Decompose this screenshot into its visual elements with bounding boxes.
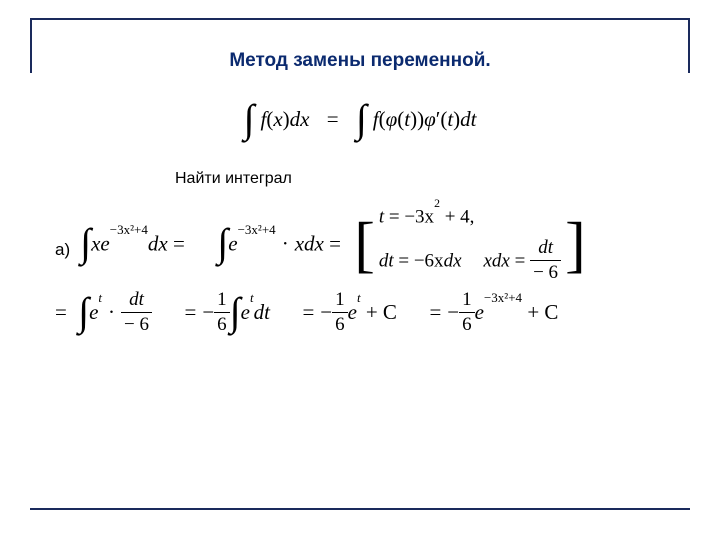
dot: · xyxy=(282,232,289,256)
frac-den: − 6 xyxy=(121,313,152,337)
equals: = xyxy=(398,251,409,272)
e: e xyxy=(241,300,250,324)
minus: − xyxy=(320,300,332,324)
equals: = xyxy=(55,300,67,324)
integral-sign: ∫ xyxy=(356,95,367,142)
dx: dx xyxy=(290,107,310,131)
integral-sign: ∫ xyxy=(217,219,228,266)
e: e xyxy=(100,232,109,256)
phi: φ xyxy=(386,107,398,131)
main-formula: ∫f(x)dx = ∫f(φ(t))φ′(t)dt xyxy=(0,98,720,145)
equals: = xyxy=(515,251,526,272)
xdx: xdx xyxy=(484,251,510,272)
dt: dt xyxy=(460,107,476,131)
integral-sign: ∫ xyxy=(244,95,255,142)
plusC: + C xyxy=(527,300,558,324)
integral-sign: ∫ xyxy=(80,219,91,266)
frac-num: 1 xyxy=(332,288,348,313)
t: t xyxy=(250,290,254,305)
e: e xyxy=(228,232,237,256)
dx: dx xyxy=(304,232,324,256)
frac-den: − 6 xyxy=(530,261,561,285)
label-a: а) xyxy=(55,240,70,260)
example-row-1: а) ∫xe−3x²+4dx = ∫e−3x²+4·xdx = [ t = −3… xyxy=(55,205,690,287)
t: t xyxy=(98,290,102,305)
equals: = xyxy=(429,300,441,324)
equals: = xyxy=(184,300,196,324)
minus: − xyxy=(202,300,214,324)
sq: 2 xyxy=(434,197,440,210)
x: x xyxy=(295,232,304,256)
e: e xyxy=(475,300,484,324)
exponent: −3x²+4 xyxy=(110,222,148,237)
t: t xyxy=(379,206,384,227)
frac-num: dt xyxy=(121,288,152,313)
frac-num: 1 xyxy=(214,288,230,313)
exponent: −3x²+4 xyxy=(238,222,276,237)
frac-den: 6 xyxy=(459,313,475,337)
dt: dt xyxy=(379,251,394,272)
neg6x: −6x xyxy=(414,251,444,272)
e: e xyxy=(89,300,98,324)
frac-num: dt xyxy=(530,236,561,261)
phi: φ xyxy=(424,107,436,131)
example-row-2: = ∫et·dt− 6 =−16∫etdt =−16et + C =−16e−3… xyxy=(55,290,690,339)
x: x xyxy=(273,107,282,131)
frac-num: 1 xyxy=(459,288,475,313)
plusC: + C xyxy=(366,300,397,324)
equals: = xyxy=(173,232,185,256)
t: t xyxy=(357,290,361,305)
equals: = xyxy=(327,107,339,131)
substitution-bracket: [ t = −3x2 + 4, dt = −6xdxxdx = dt− 6 ] xyxy=(354,205,586,287)
dx: dx xyxy=(148,232,168,256)
plus4: + 4, xyxy=(445,206,475,227)
e: e xyxy=(348,300,357,324)
slide-frame-bottom xyxy=(30,508,690,510)
equals: = xyxy=(329,232,341,256)
dot: · xyxy=(108,300,115,324)
dx: dx xyxy=(444,251,462,272)
equals: = xyxy=(389,206,400,227)
slide-title: Метод замены переменной. xyxy=(0,50,720,72)
exponent: −3x²+4 xyxy=(484,290,522,305)
integral-sign: ∫ xyxy=(230,288,241,335)
frac-den: 6 xyxy=(332,313,348,337)
neg3x: −3x xyxy=(404,206,434,227)
subtitle: Найти интеграл xyxy=(175,170,292,188)
minus: − xyxy=(447,300,459,324)
equals: = xyxy=(302,300,314,324)
integral-sign: ∫ xyxy=(78,288,89,335)
dt: dt xyxy=(254,300,270,324)
frac-den: 6 xyxy=(214,313,230,337)
